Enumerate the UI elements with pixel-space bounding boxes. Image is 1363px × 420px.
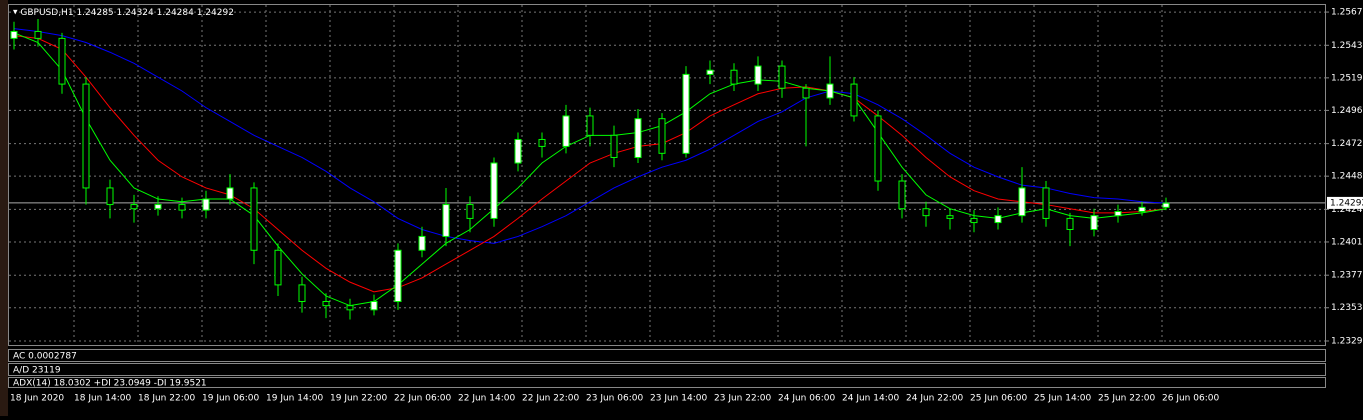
candle-body bbox=[658, 118, 666, 154]
chart-symbol: ▾ GBPUSD,H1 1.24285 1.24324 1.24284 1.24… bbox=[13, 8, 234, 18]
candle-body bbox=[466, 204, 474, 219]
left-strip bbox=[0, 0, 8, 416]
candle-body bbox=[802, 87, 810, 99]
x-tick-label: 24 Jun 22:00 bbox=[906, 394, 963, 404]
candle-body bbox=[82, 83, 90, 189]
candle-body bbox=[586, 115, 594, 136]
candle-body bbox=[754, 65, 762, 85]
candle-body bbox=[922, 208, 930, 217]
candle-body bbox=[442, 204, 450, 237]
x-tick-label: 25 Jun 06:00 bbox=[970, 394, 1027, 404]
candle-body bbox=[682, 73, 690, 154]
candle-body bbox=[322, 301, 330, 307]
indicator-label: ADX(14) 18.0302 +DI 23.0949 -DI 19.9521 bbox=[13, 379, 207, 389]
y-tick-label: 1.24960 bbox=[1331, 106, 1363, 116]
y-tick-label: 1.24720 bbox=[1331, 139, 1363, 149]
candle-body bbox=[130, 204, 138, 210]
candle-body bbox=[994, 215, 1002, 224]
candle-body bbox=[226, 187, 234, 200]
x-tick-label: 25 Jun 14:00 bbox=[1034, 394, 1091, 404]
ohlc-close: 1.24292 bbox=[197, 8, 234, 18]
x-tick-label: 22 Jun 14:00 bbox=[458, 394, 515, 404]
y-tick-label: 1.24010 bbox=[1331, 237, 1363, 247]
x-tick-label: 26 Jun 06:00 bbox=[1162, 394, 1219, 404]
candle-body bbox=[274, 249, 282, 286]
candle-body bbox=[850, 83, 858, 117]
ohlc-low: 1.24284 bbox=[157, 8, 194, 18]
y-tick-label: 1.23535 bbox=[1331, 303, 1363, 313]
indicator-label: AC 0.0002787 bbox=[13, 352, 77, 362]
x-tick-label: 19 Jun 22:00 bbox=[330, 394, 387, 404]
candle-body bbox=[1042, 187, 1050, 219]
y-tick-label: 1.25670 bbox=[1331, 8, 1363, 18]
candle-body bbox=[706, 69, 714, 75]
candle-body bbox=[634, 118, 642, 158]
candle-body bbox=[538, 138, 546, 147]
candle-body bbox=[154, 204, 162, 210]
candle-body bbox=[418, 235, 426, 251]
ohlc-open: 1.24285 bbox=[76, 8, 113, 18]
y-tick-label: 1.25195 bbox=[1331, 73, 1363, 83]
indicator-label: A/D 23119 bbox=[13, 366, 61, 376]
candle-body bbox=[298, 284, 306, 303]
candle-body bbox=[946, 215, 954, 219]
x-tick-label: 23 Jun 06:00 bbox=[586, 394, 643, 404]
x-tick-label: 24 Jun 06:00 bbox=[778, 394, 835, 404]
x-tick-label: 19 Jun 14:00 bbox=[266, 394, 323, 404]
candle-body bbox=[1018, 187, 1026, 217]
ad-pane bbox=[8, 363, 1326, 376]
y-tick-label: 1.24245 bbox=[1331, 205, 1363, 215]
candle-body bbox=[394, 249, 402, 303]
x-tick-label: 23 Jun 22:00 bbox=[714, 394, 771, 404]
candle-body bbox=[1114, 210, 1122, 217]
x-tick-label: 22 Jun 22:00 bbox=[522, 394, 579, 404]
candle-body bbox=[370, 301, 378, 311]
moving-average bbox=[13, 28, 1167, 244]
ac-pane bbox=[8, 349, 1326, 362]
candle-body bbox=[730, 69, 738, 85]
x-tick-label: 18 Jun 22:00 bbox=[138, 394, 195, 404]
candle-body bbox=[346, 305, 354, 311]
candle-body bbox=[874, 115, 882, 182]
candle-body bbox=[490, 162, 498, 219]
symbol: GBPUSD,H1 bbox=[20, 8, 73, 18]
main-pane bbox=[8, 4, 1326, 346]
y-tick-label: 1.24485 bbox=[1331, 172, 1363, 182]
y-tick-label: 1.23770 bbox=[1331, 271, 1363, 281]
candle-body bbox=[562, 115, 570, 147]
candle-body bbox=[58, 37, 66, 85]
candle-body bbox=[1090, 215, 1098, 230]
candle-body bbox=[178, 204, 186, 211]
candle-body bbox=[1066, 217, 1074, 230]
candle-body bbox=[34, 30, 42, 39]
x-tick-label: 23 Jun 14:00 bbox=[650, 394, 707, 404]
current-price-label: 1.24292 bbox=[1330, 198, 1363, 208]
x-tick-label: 18 Jun 14:00 bbox=[74, 394, 131, 404]
candle-body bbox=[106, 187, 114, 206]
y-tick-label: 1.25430 bbox=[1331, 41, 1363, 51]
candle-body bbox=[1162, 202, 1170, 208]
candle-body bbox=[250, 187, 258, 251]
candle-body bbox=[778, 65, 786, 89]
candle-body bbox=[970, 217, 978, 224]
x-tick-label: 25 Jun 22:00 bbox=[1098, 394, 1155, 404]
current-price-box bbox=[1327, 196, 1363, 209]
candle-body bbox=[898, 180, 906, 210]
candle-body bbox=[514, 138, 522, 164]
adx-pane bbox=[8, 377, 1326, 388]
candle-body bbox=[826, 83, 834, 99]
candle-body bbox=[10, 30, 18, 39]
x-tick-label: 18 Jun 2020 bbox=[10, 394, 64, 404]
x-tick-label: 19 Jun 06:00 bbox=[202, 394, 259, 404]
ohlc-high: 1.24324 bbox=[117, 8, 154, 18]
candle-body bbox=[610, 134, 618, 158]
candle-body bbox=[1138, 206, 1146, 212]
candle-body bbox=[202, 198, 210, 211]
moving-average bbox=[13, 35, 1167, 293]
x-tick-label: 24 Jun 14:00 bbox=[842, 394, 899, 404]
y-tick-label: 1.23295 bbox=[1331, 336, 1363, 346]
x-tick-label: 22 Jun 06:00 bbox=[394, 394, 451, 404]
